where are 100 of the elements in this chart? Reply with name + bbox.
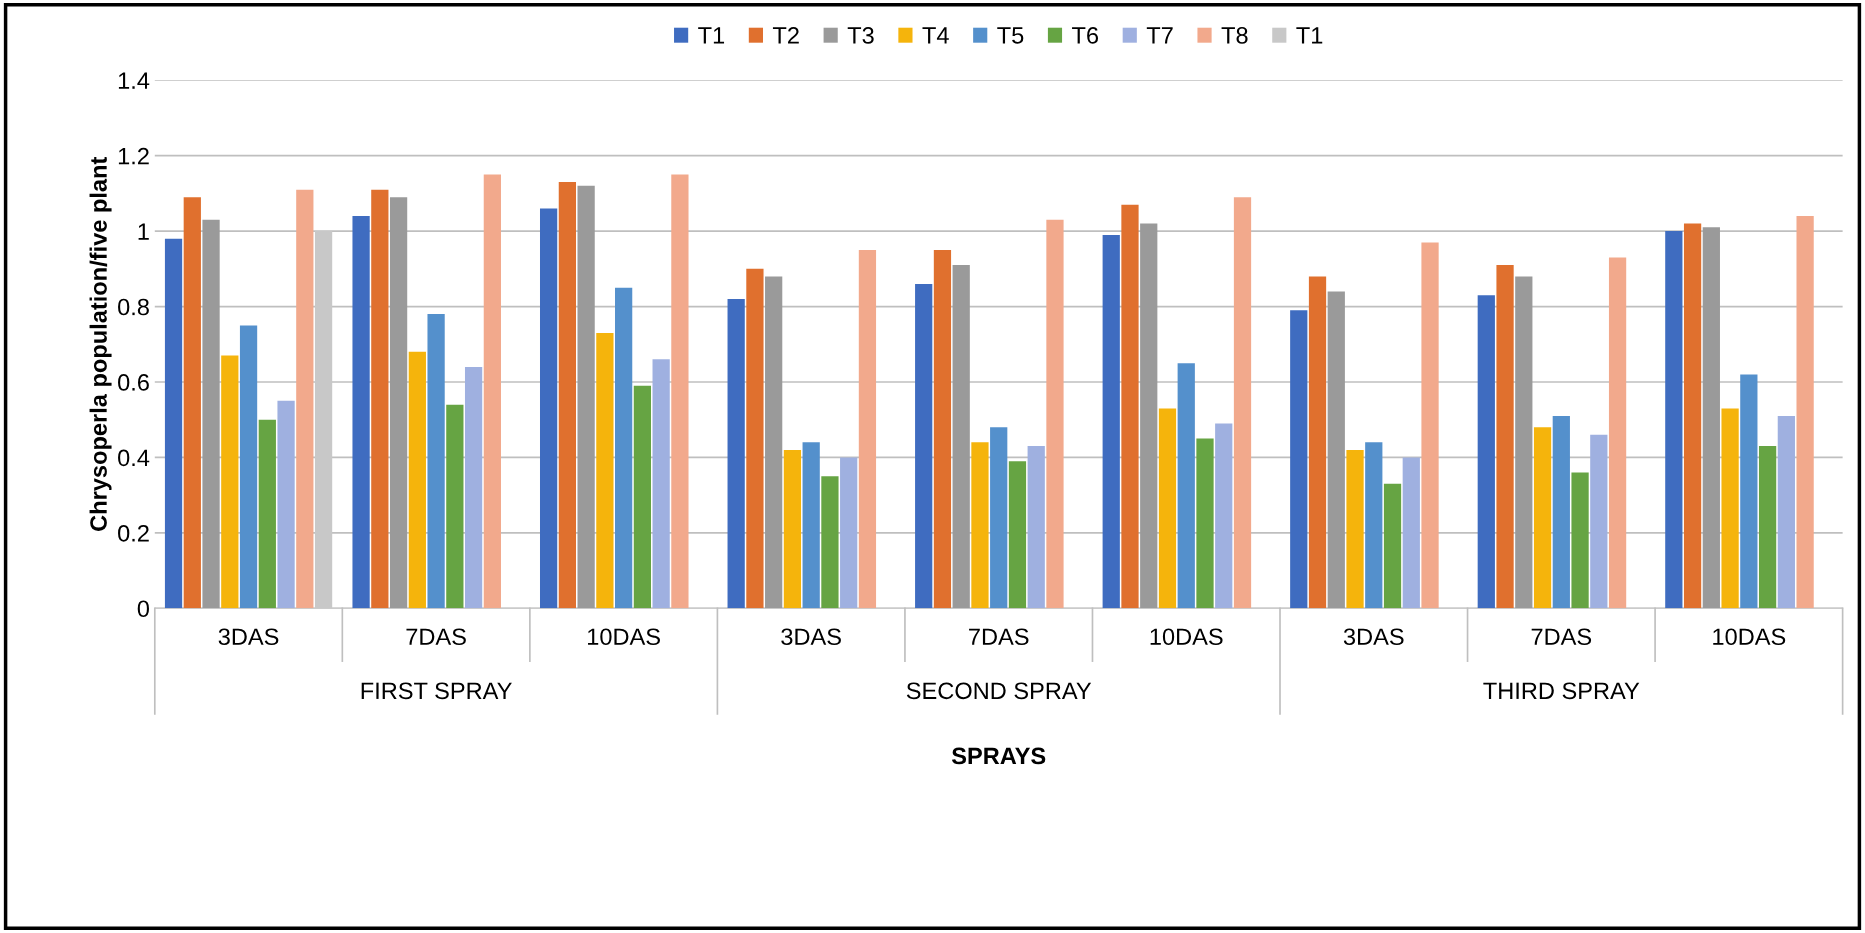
bar (1402, 457, 1420, 609)
x-tick-label: 7DAS (1531, 628, 1592, 646)
legend-label: T2 (772, 27, 799, 44)
bar (1796, 216, 1814, 609)
legend-label: T6 (1072, 27, 1099, 44)
bar (558, 182, 576, 609)
bar (652, 359, 670, 609)
y-tick-label: 0 (137, 600, 150, 618)
bar (1365, 442, 1383, 609)
bar (202, 219, 220, 609)
y-tick-label: 0.2 (118, 524, 149, 542)
x-tick-label: 3DAS (218, 628, 279, 646)
bar (596, 332, 614, 609)
bar (858, 249, 877, 609)
bar (915, 283, 933, 609)
bar (840, 457, 858, 609)
y-tick-label: 0.8 (118, 298, 149, 316)
bar (1552, 415, 1570, 609)
bar (1158, 408, 1177, 609)
bar (615, 287, 633, 609)
bar (1702, 227, 1720, 609)
bar (1008, 461, 1027, 609)
bar (1327, 291, 1345, 609)
text: THIRD SPRAY (1483, 682, 1640, 700)
bar (1496, 265, 1514, 609)
y-tick-label: 1 (138, 223, 149, 240)
bar (1233, 197, 1252, 609)
bar (389, 197, 408, 609)
bar (1515, 276, 1533, 609)
legend-label: T5 (997, 27, 1024, 44)
bar (446, 404, 464, 609)
bar (1533, 427, 1552, 609)
y-tick-label: 1.2 (118, 147, 149, 165)
y-tick-label: 1.4 (118, 72, 150, 89)
y-tick-label: 0.4 (118, 449, 150, 467)
bar (1740, 374, 1758, 609)
legend-label: T1 (698, 27, 725, 44)
text: SECOND SPRAY (906, 682, 1092, 700)
x-tick-label: 3DAS (1343, 628, 1404, 646)
bar (1290, 310, 1308, 609)
bar (408, 351, 426, 609)
y-tick-label: 0.6 (118, 374, 149, 391)
bar (746, 268, 764, 609)
bar (371, 189, 389, 609)
bar (539, 208, 558, 609)
x-tick-label: 7DAS (969, 628, 1029, 646)
bar (221, 355, 239, 609)
bar (783, 449, 802, 609)
bar (1477, 295, 1495, 609)
bar (1027, 446, 1045, 609)
bar (1665, 231, 1683, 609)
bar (427, 314, 445, 609)
bar (464, 366, 483, 609)
bar (727, 299, 745, 609)
bar (1777, 415, 1795, 609)
bar (1721, 408, 1739, 609)
bar (1140, 223, 1158, 609)
bar (352, 216, 370, 609)
bar (164, 238, 183, 609)
bar (952, 265, 970, 609)
bar (633, 385, 652, 609)
bar (296, 189, 314, 609)
legend-label: T4 (922, 27, 949, 44)
bar (971, 442, 989, 609)
legend-label: T3 (847, 27, 874, 44)
bar (1421, 242, 1439, 609)
x-tick-label: 3DAS (781, 628, 841, 646)
bar (821, 476, 839, 609)
bar (765, 276, 783, 609)
bar (933, 249, 952, 609)
x-tick-label: 7DAS (406, 628, 466, 646)
bar (1571, 472, 1589, 609)
x-tick-label: 10DAS (1150, 628, 1223, 646)
bar (1683, 223, 1702, 609)
bar (802, 442, 820, 609)
bar (277, 400, 295, 609)
text: FIRST SPRAY (361, 682, 512, 700)
bar (1590, 434, 1608, 609)
bar (1102, 234, 1120, 609)
bar (183, 197, 201, 609)
bar (1177, 363, 1195, 609)
bar (1046, 219, 1064, 609)
legend-label: T8 (1221, 27, 1248, 44)
bar (1383, 483, 1402, 609)
bar (483, 174, 501, 609)
bar (1196, 438, 1214, 609)
x-axis-title: SPRAYS (951, 747, 1046, 765)
bar (990, 427, 1008, 609)
legend-label: T1 (1296, 27, 1323, 44)
x-tick-label: 10DAS (588, 628, 660, 646)
legend-label: T7 (1146, 27, 1173, 44)
bar (1758, 446, 1777, 609)
bar (1215, 423, 1233, 609)
bar (1308, 276, 1327, 609)
bar (671, 174, 689, 609)
bar (258, 419, 276, 609)
bar (1608, 257, 1627, 609)
bar (1346, 449, 1364, 609)
bar (1121, 204, 1139, 609)
bar (239, 325, 258, 609)
